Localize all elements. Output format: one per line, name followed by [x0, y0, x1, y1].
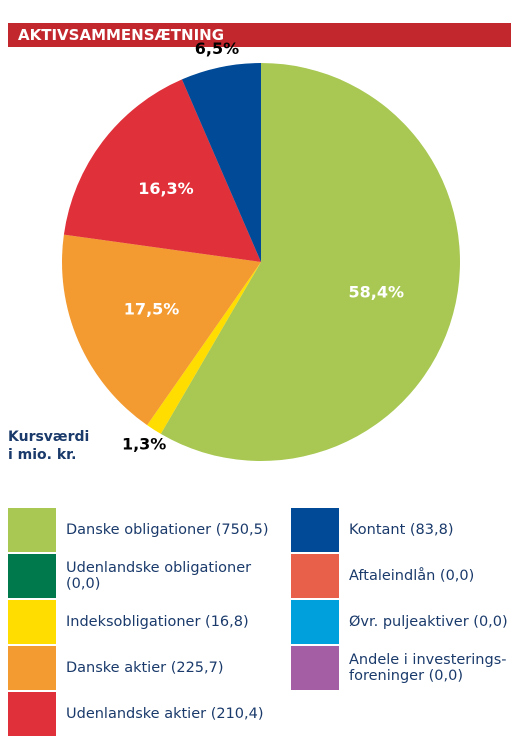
annotation-line: Kursværdi	[8, 429, 90, 445]
legend-label: Udenlandske aktier (210,4)	[66, 706, 264, 722]
pie-slice	[63, 79, 261, 263]
legend-item: Øvr. puljeaktiver (0,0)	[291, 600, 519, 644]
chart: 58,4% 1,3% 17,5% 16,3% 6,5%	[61, 39, 461, 461]
legend-label: Danske aktier (225,7)	[66, 660, 224, 676]
data-label: 6,5%	[195, 39, 239, 58]
legend-label: Kontant (83,8)	[349, 522, 454, 538]
pie-slice	[160, 63, 461, 461]
annotation: Kursværdi i mio. kr.	[8, 428, 89, 464]
legend-item: Kontant (83,8)	[291, 508, 519, 552]
data-label: 17,5%	[124, 299, 180, 318]
legend-swatch	[291, 554, 339, 598]
legend-label: Danske obligationer (750,5)	[66, 522, 269, 538]
legend-item: Aftaleindlån (0,0)	[291, 554, 519, 598]
legend-item: Danske obligationer (750,5)	[8, 508, 276, 552]
pie-slice	[181, 63, 261, 262]
legend-swatch	[291, 508, 339, 552]
legend-swatch	[8, 600, 56, 644]
data-label: 1,3%	[122, 434, 166, 453]
legend-item: Udenlandske obligationer (0,0)	[8, 554, 276, 598]
legend-label: Aftaleindlån (0,0)	[349, 568, 475, 584]
legend-swatch	[8, 646, 56, 690]
data-label: 16,3%	[138, 179, 194, 198]
legend-swatch	[291, 646, 339, 690]
pie-slice	[147, 262, 261, 434]
legend-swatch	[8, 554, 56, 598]
chart-title: AKTIVSAMMENSÆTNING	[8, 23, 511, 47]
legend-item: Danske aktier (225,7)	[8, 646, 276, 690]
legend-label: Indeksobligationer (16,8)	[66, 614, 249, 630]
legend-label: Udenlandske obligationer (0,0)	[66, 560, 252, 592]
legend-swatch	[291, 600, 339, 644]
data-label: 58,4%	[349, 283, 405, 302]
legend-item: Udenlandske aktier (210,4)	[8, 692, 276, 736]
legend-swatch	[8, 508, 56, 552]
annotation-line: i mio. kr.	[8, 447, 77, 463]
legend-label: Øvr. puljeaktiver (0,0)	[349, 614, 508, 630]
legend-label: Andele i investerings-foreninger (0,0)	[349, 652, 507, 684]
legend-item: Andele i investerings-foreninger (0,0)	[291, 646, 519, 690]
legend-item: Indeksobligationer (16,8)	[8, 600, 276, 644]
legend-swatch	[8, 692, 56, 736]
pie-slice	[61, 234, 261, 426]
